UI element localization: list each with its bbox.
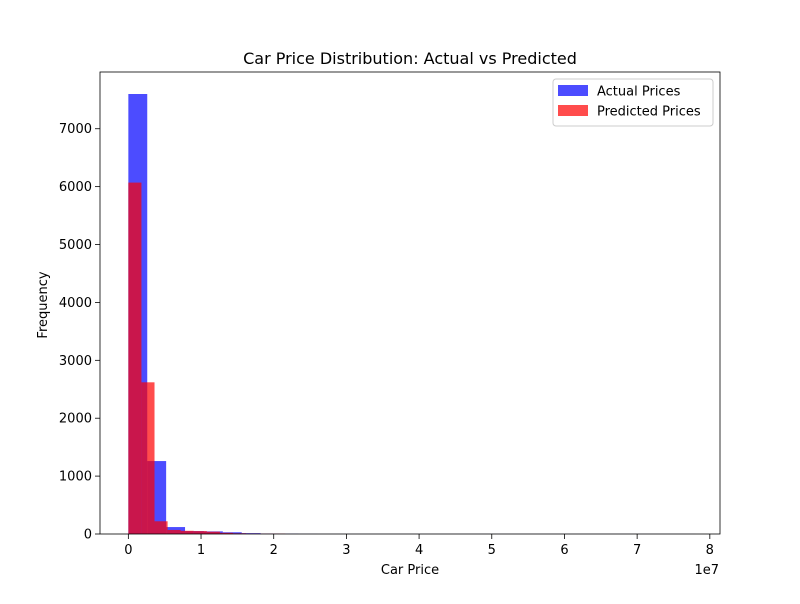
chart-title: Car Price Distribution: Actual vs Predic… [243,49,577,68]
legend-label-0: Actual Prices [597,85,681,100]
x-tick-label-1: 1 [197,543,205,558]
y-tick-label-6: 6000 [59,180,92,195]
x-tick-label-7: 7 [633,543,641,558]
histogram-bar-series-1-bin-0 [128,183,141,534]
y-tick-label-0: 0 [84,528,92,543]
y-axis-label: Frequency [36,271,51,338]
legend: Actual Prices Predicted Prices [553,79,713,126]
x-tick-label-6: 6 [560,543,568,558]
y-tick-label-7: 7000 [59,122,92,137]
legend-label-1: Predicted Prices [597,105,701,120]
x-axis-label: Car Price [381,563,439,578]
y-tick-label-2: 2000 [59,412,92,427]
y-tick-label-4: 4000 [59,296,92,311]
histogram-bar-series-1-bin-5 [194,531,207,534]
x-tick-label-5: 5 [488,543,496,558]
x-tick-label-4: 4 [415,543,423,558]
histogram-bar-series-1-bin-4 [181,531,194,534]
x-axis-offset-text: 1e7 [694,563,719,578]
histogram-bar-series-1-bin-1 [141,382,154,534]
x-tick-label-3: 3 [342,543,350,558]
x-tick-label-2: 2 [270,543,278,558]
histogram-bar-series-1-bin-2 [155,521,168,534]
histogram-bar-series-1-bin-3 [168,530,181,534]
legend-swatch-0 [558,85,588,96]
y-tick-label-5: 5000 [59,238,92,253]
plot-frame [100,72,720,534]
bars-layer [128,94,695,534]
x-tick-label-0: 0 [124,543,132,558]
x-tick-label-8: 8 [706,543,714,558]
legend-swatch-1 [558,105,588,116]
y-tick-label-1: 1000 [59,470,92,485]
y-tick-label-3: 3000 [59,354,92,369]
